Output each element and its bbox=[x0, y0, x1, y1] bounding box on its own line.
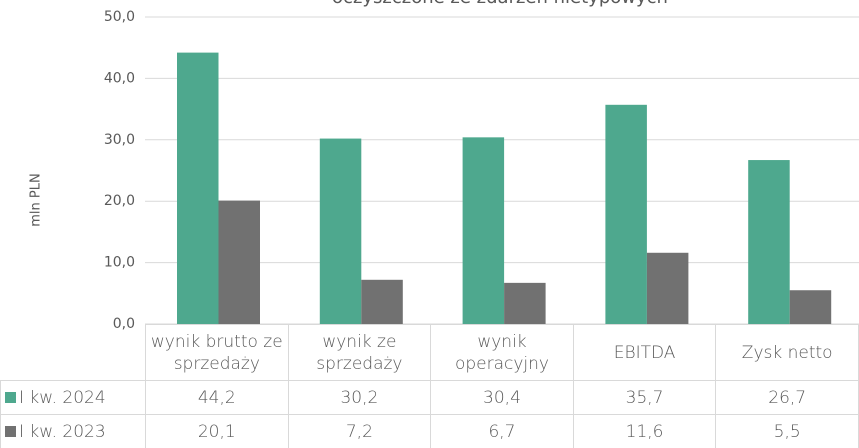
data-table: wynik brutto ze sprzedaży wynik ze sprzed… bbox=[0, 324, 859, 448]
x-tick-label: EBITDA bbox=[572, 324, 717, 381]
data-label: 30,4 bbox=[430, 380, 574, 415]
y-tick-label: 30,0 bbox=[104, 132, 135, 148]
data-label: 5,5 bbox=[715, 414, 859, 448]
x-tick-label: wynik ze sprzedaży bbox=[287, 324, 432, 381]
series-row: I kw. 2023 20,1 7,2 6,7 11,6 5,5 bbox=[0, 414, 859, 448]
bar bbox=[605, 104, 647, 324]
legend-swatch bbox=[5, 391, 16, 403]
bar bbox=[504, 282, 546, 324]
data-label: 7,2 bbox=[287, 414, 432, 448]
bar bbox=[177, 52, 219, 324]
table-corner bbox=[1, 325, 146, 381]
legend-swatch bbox=[5, 425, 16, 437]
bar bbox=[462, 137, 505, 324]
bar bbox=[748, 160, 790, 324]
data-label: 30,2 bbox=[287, 380, 432, 415]
bar bbox=[218, 200, 260, 324]
legend-label: I kw. 2024 bbox=[19, 387, 106, 408]
legend-entry: I kw. 2024 bbox=[0, 380, 146, 415]
data-label: 11,6 bbox=[572, 414, 717, 448]
y-tick-label: 40,0 bbox=[104, 70, 135, 86]
x-tick-label: wynik brutto ze sprzedaży bbox=[145, 324, 289, 381]
bar bbox=[319, 138, 362, 324]
bar bbox=[646, 252, 689, 324]
series-row: I kw. 2024 44,2 30,2 30,4 35,7 26,7 bbox=[0, 380, 859, 415]
x-tick-label: Zysk netto bbox=[715, 324, 859, 381]
data-label: 44,2 bbox=[145, 380, 289, 415]
x-tick-label: wynik operacyjny bbox=[430, 324, 574, 381]
category-row: wynik brutto ze sprzedaży wynik ze sprzed… bbox=[1, 324, 859, 381]
bar bbox=[789, 290, 832, 324]
data-label: 26,7 bbox=[715, 380, 859, 415]
chart-title: oczyszczone ze zdarzeń nietypowych bbox=[332, 0, 668, 8]
data-label: 35,7 bbox=[572, 380, 717, 415]
data-label: 20,1 bbox=[145, 414, 289, 448]
bar bbox=[361, 279, 403, 324]
data-label: 6,7 bbox=[430, 414, 574, 448]
y-tick-label: 0,0 bbox=[113, 316, 135, 332]
y-tick-label: 20,0 bbox=[104, 193, 135, 209]
y-tick-label: 10,0 bbox=[104, 255, 135, 271]
legend-label: I kw. 2023 bbox=[19, 421, 106, 442]
y-tick-label: 50,0 bbox=[104, 9, 135, 25]
legend-entry: I kw. 2023 bbox=[0, 414, 146, 448]
y-axis-label: mln PLN bbox=[29, 173, 44, 226]
